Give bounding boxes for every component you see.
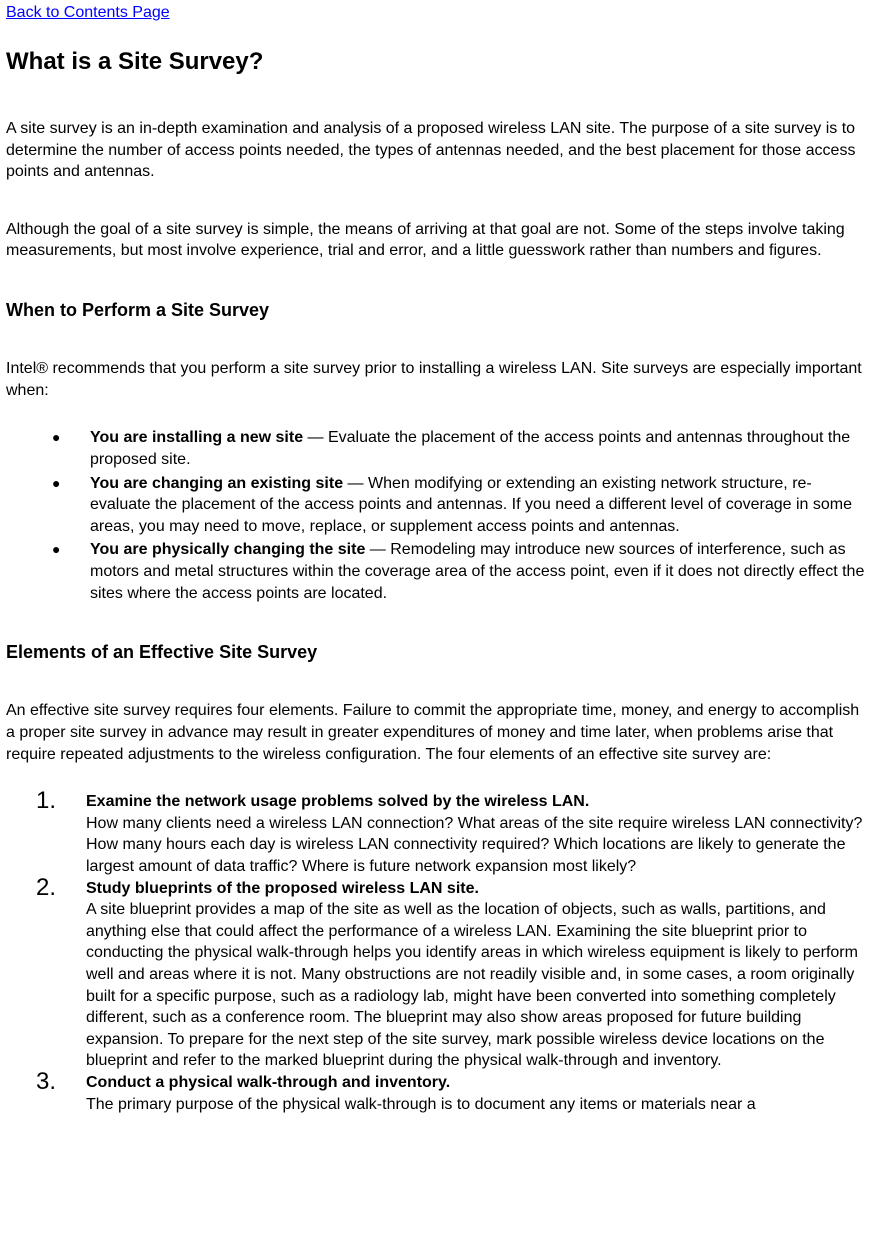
list-item: Examine the network usage problems solve… — [36, 791, 865, 877]
ol-item-body: A site blueprint provides a map of the s… — [86, 901, 858, 1069]
bullet-lead: You are installing a new site — [90, 429, 303, 446]
section-elements-heading: Elements of an Effective Site Survey — [6, 640, 865, 664]
list-item: You are changing an existing site — When… — [52, 473, 865, 538]
section-when-intro: Intel® recommends that you perform a sit… — [6, 358, 865, 401]
bullet-lead: You are physically changing the site — [90, 541, 365, 558]
list-item: Study blueprints of the proposed wireles… — [36, 878, 865, 1072]
list-item: Conduct a physical walk-through and inve… — [36, 1072, 865, 1115]
section-elements-intro: An effective site survey requires four e… — [6, 700, 865, 765]
intro-paragraph-2: Although the goal of a site survey is si… — [6, 219, 865, 262]
ol-item-body: The primary purpose of the physical walk… — [86, 1096, 756, 1113]
bullet-lead: You are changing an existing site — [90, 475, 343, 492]
ol-item-title: Conduct a physical walk-through and inve… — [86, 1072, 865, 1094]
when-bullet-list: You are installing a new site — Evaluate… — [6, 427, 865, 604]
list-item: You are physically changing the site — R… — [52, 539, 865, 604]
back-to-contents-link[interactable]: Back to Contents Page — [6, 2, 170, 24]
intro-paragraph-1: A site survey is an in-depth examination… — [6, 118, 865, 183]
ol-item-title: Examine the network usage problems solve… — [86, 791, 865, 813]
ol-item-body: How many clients need a wireless LAN con… — [86, 815, 862, 875]
list-item: You are installing a new site — Evaluate… — [52, 427, 865, 470]
section-when-heading: When to Perform a Site Survey — [6, 298, 865, 322]
elements-ordered-list: Examine the network usage problems solve… — [6, 791, 865, 1115]
ol-item-title: Study blueprints of the proposed wireles… — [86, 878, 865, 900]
page-title: What is a Site Survey? — [6, 46, 865, 78]
